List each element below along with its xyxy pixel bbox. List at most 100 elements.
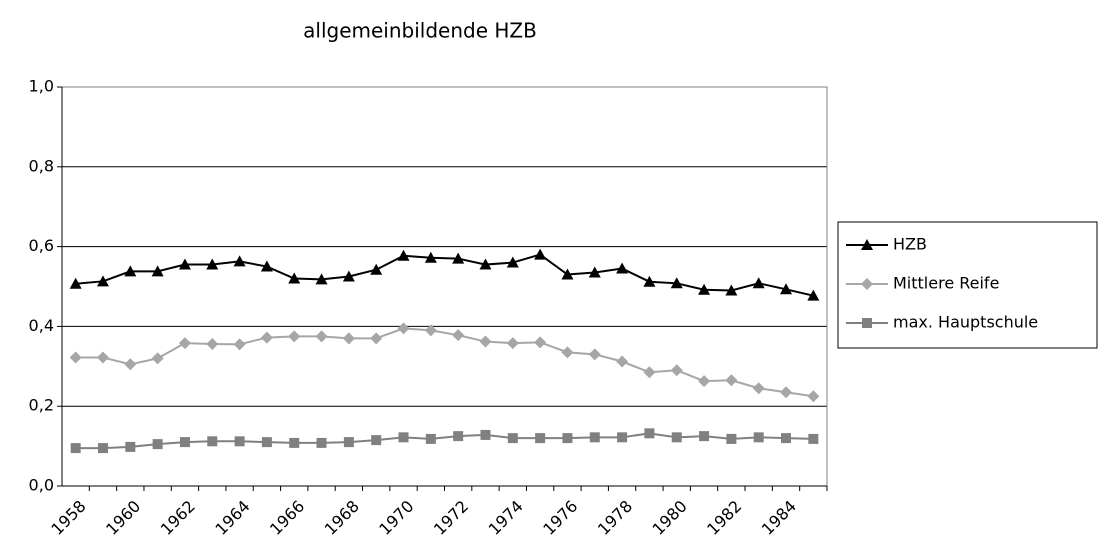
marker: [671, 432, 682, 443]
marker: [753, 432, 764, 443]
plot-border: [61, 86, 828, 487]
x-tick-label: 1976: [539, 497, 581, 539]
x-tick-label: 1966: [266, 497, 308, 539]
marker: [288, 330, 301, 343]
marker: [862, 318, 872, 328]
marker: [861, 278, 873, 290]
marker: [617, 432, 628, 443]
y-tick-label: 0,8: [29, 156, 54, 175]
marker: [69, 351, 82, 364]
marker: [288, 272, 301, 284]
marker: [479, 258, 492, 270]
marker: [96, 351, 109, 364]
marker: [453, 431, 464, 442]
x-tick-label: 1980: [649, 497, 691, 539]
marker: [588, 348, 601, 361]
marker: [616, 355, 629, 368]
y-tick-label: 1,0: [29, 77, 54, 96]
marker: [780, 386, 793, 399]
marker: [725, 284, 738, 296]
marker: [152, 439, 163, 450]
x-tick-label: 1984: [758, 497, 800, 539]
marker: [397, 322, 410, 335]
marker: [233, 255, 246, 267]
marker: [670, 364, 683, 377]
legend-label: Mittlere Reife: [893, 274, 999, 293]
y-tick-label: 0,0: [29, 476, 54, 495]
marker: [342, 270, 355, 282]
marker: [480, 429, 491, 440]
marker: [725, 374, 738, 387]
marker: [781, 433, 792, 444]
series-line: [75, 327, 814, 398]
marker: [534, 336, 547, 349]
marker: [589, 432, 600, 443]
y-tick-label: 0,4: [29, 316, 54, 335]
marker: [424, 324, 437, 337]
marker: [233, 338, 246, 351]
marker: [260, 331, 273, 344]
marker: [398, 432, 409, 443]
marker: [206, 258, 219, 270]
marker: [726, 433, 737, 444]
marker: [371, 435, 382, 446]
marker: [424, 251, 437, 263]
marker: [370, 263, 383, 275]
x-tick-label: 1960: [102, 497, 144, 539]
marker: [178, 337, 191, 350]
marker: [234, 436, 245, 447]
x-tick-label: 1978: [594, 497, 636, 539]
y-tick-label: 0,2: [29, 396, 54, 415]
marker: [479, 335, 492, 348]
marker: [397, 249, 410, 261]
x-tick-label: 1962: [157, 497, 199, 539]
marker: [70, 443, 81, 454]
x-tick-label: 1968: [321, 497, 363, 539]
y-tick-label: 0,6: [29, 236, 54, 255]
marker: [206, 337, 219, 350]
marker: [316, 437, 327, 448]
chart-title: allgemeinbildende HZB: [303, 19, 537, 43]
marker: [124, 265, 137, 277]
marker: [807, 289, 820, 301]
marker: [861, 239, 873, 250]
marker: [315, 273, 328, 285]
marker: [425, 433, 436, 444]
marker: [534, 248, 547, 260]
marker: [315, 330, 328, 343]
marker: [289, 437, 300, 448]
legend-label: max. Hauptschule: [893, 313, 1038, 332]
marker: [506, 256, 519, 268]
marker: [562, 433, 573, 444]
marker: [452, 329, 465, 342]
marker: [342, 332, 355, 345]
x-tick-label: 1974: [485, 497, 527, 539]
marker: [535, 433, 546, 444]
marker: [588, 266, 601, 278]
marker: [807, 390, 820, 403]
marker: [69, 277, 82, 289]
marker: [616, 262, 629, 274]
marker: [507, 433, 518, 444]
marker: [752, 382, 765, 395]
marker: [97, 443, 108, 454]
marker: [561, 268, 574, 280]
marker: [698, 375, 711, 388]
marker: [643, 366, 656, 379]
marker: [343, 437, 354, 448]
marker: [752, 277, 765, 289]
marker: [96, 275, 109, 287]
marker: [506, 337, 519, 350]
marker: [643, 275, 656, 287]
x-tick-label: 1958: [47, 497, 89, 539]
marker: [670, 277, 683, 289]
marker: [260, 260, 273, 272]
x-tick-label: 1964: [211, 497, 253, 539]
marker: [207, 436, 218, 447]
marker: [151, 352, 164, 365]
legend-label: HZB: [893, 235, 927, 254]
x-tick-label: 1982: [703, 497, 745, 539]
marker: [178, 258, 191, 270]
marker: [698, 283, 711, 295]
